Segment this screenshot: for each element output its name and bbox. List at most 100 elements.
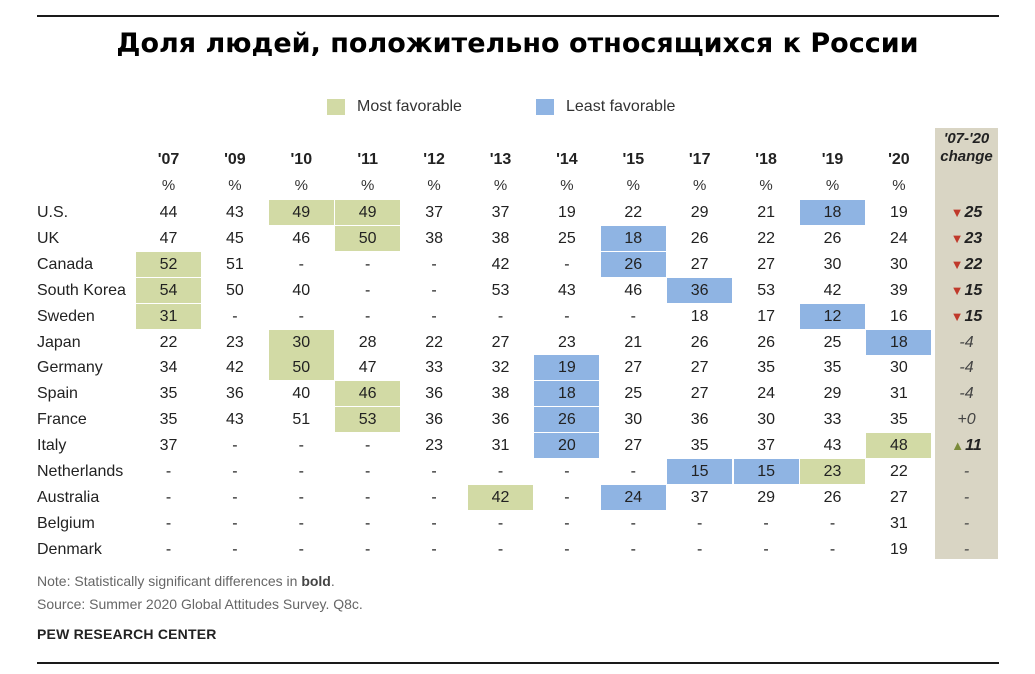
change-cell: -4 xyxy=(935,381,998,406)
table-cell: - xyxy=(165,514,172,532)
column-header: '12 xyxy=(423,151,445,168)
table-cell: 18 xyxy=(690,307,709,325)
table-cell: - xyxy=(497,307,504,325)
table-cell: 35 xyxy=(159,411,178,429)
legend-most-swatch xyxy=(327,99,345,115)
table-cell: 29 xyxy=(757,488,775,506)
table-cell: 42 xyxy=(823,281,842,299)
table-cell: 50 xyxy=(335,225,401,251)
change-cell: ▼15 xyxy=(935,278,998,303)
change-value: 25 xyxy=(964,204,983,221)
table-cell: - xyxy=(431,307,437,325)
organization-label: PEW RESEARCH CENTER xyxy=(37,626,217,642)
table-cell: 42 xyxy=(225,359,244,377)
table-cell: - xyxy=(298,514,304,532)
column-header: '10 xyxy=(290,151,313,168)
table-cell: - xyxy=(232,540,238,558)
table-cell: 29 xyxy=(690,204,709,221)
table-cell: 24 xyxy=(600,484,666,510)
table-cell: - xyxy=(365,514,371,532)
change-cell: ▲11 xyxy=(935,433,998,458)
table-cell: 26 xyxy=(534,407,600,433)
table-cell: 27 xyxy=(624,359,643,377)
table-cell: 38 xyxy=(491,385,510,403)
column-header: '14 xyxy=(556,151,578,168)
table-cell: 19 xyxy=(557,204,576,221)
table-cell: - xyxy=(298,463,304,480)
note-text: Note: Statistically significant differen… xyxy=(37,573,335,589)
table-cell: 28 xyxy=(358,333,377,351)
table-cell: 35 xyxy=(823,359,842,377)
table-cell: 54 xyxy=(136,277,201,303)
change-value: +0 xyxy=(957,411,976,429)
table-cell: - xyxy=(630,514,636,532)
table-cell: 30 xyxy=(889,359,908,377)
table-cell: 33 xyxy=(823,411,842,429)
table-cell: 26 xyxy=(690,333,709,351)
country-label: France xyxy=(37,411,87,429)
country-label: Italy xyxy=(37,437,67,455)
table-cell: 15 xyxy=(667,459,733,484)
table-cell: 42 xyxy=(491,255,510,273)
table-cell: 47 xyxy=(358,359,377,377)
table-cell: 21 xyxy=(757,204,775,221)
table-cell: 27 xyxy=(690,385,709,403)
table-cell: 23 xyxy=(225,333,244,351)
table-cell: 30 xyxy=(624,411,643,429)
table-cell: - xyxy=(697,514,703,532)
table-cell: 35 xyxy=(690,437,709,455)
table-cell: 35 xyxy=(757,359,775,377)
table-cell: 30 xyxy=(889,255,908,273)
change-cell: - xyxy=(935,459,998,484)
legend-most-label: Most favorable xyxy=(357,98,462,115)
change-column-header: '07-'20 change xyxy=(935,130,998,166)
table-cell: 50 xyxy=(268,355,334,381)
table-cell: - xyxy=(165,540,172,558)
change-value: 22 xyxy=(964,255,983,273)
table-cell: 34 xyxy=(159,359,178,377)
change-cell: -4 xyxy=(935,330,998,355)
column-header: '15 xyxy=(622,151,645,168)
table-cell: - xyxy=(564,540,570,558)
change-value: -4 xyxy=(959,333,974,351)
country-label: Germany xyxy=(37,359,103,377)
table-cell: 27 xyxy=(889,488,908,506)
country-label: Spain xyxy=(37,385,78,403)
table-cell: 17 xyxy=(757,307,775,325)
table-cell: - xyxy=(763,514,769,532)
table-cell: - xyxy=(232,437,238,455)
table-cell: 43 xyxy=(225,411,244,429)
unit-label: % xyxy=(626,177,640,194)
table-cell: 18 xyxy=(534,381,600,407)
column-header: '17 xyxy=(688,151,711,168)
table-cell: 22 xyxy=(757,229,775,247)
change-cell: ▼23 xyxy=(935,226,998,251)
note-prefix: Note: Statistically significant differen… xyxy=(37,573,302,589)
table-cell: 40 xyxy=(292,281,311,299)
column-header: '20 xyxy=(888,151,910,168)
table-cell: 31 xyxy=(491,437,510,455)
table-cell: - xyxy=(431,514,437,532)
table-cell: 36 xyxy=(667,277,733,303)
table-cell: 38 xyxy=(491,229,510,247)
table-cell: 22 xyxy=(624,204,643,221)
table-cell: 51 xyxy=(292,411,311,429)
table-cell: 23 xyxy=(800,459,865,484)
table-cell: - xyxy=(497,540,504,558)
table-cell: - xyxy=(365,255,371,273)
table-cell: - xyxy=(232,488,238,506)
table-cell: - xyxy=(365,463,371,480)
change-value: - xyxy=(963,463,970,480)
table-cell: 27 xyxy=(624,437,643,455)
unit-label: % xyxy=(493,177,508,194)
table-cell: 26 xyxy=(690,229,709,247)
down-triangle-icon: ▼ xyxy=(950,256,964,272)
table-cell: 31 xyxy=(889,385,908,403)
note-suffix: . xyxy=(330,573,335,589)
legend-least-swatch xyxy=(536,99,554,115)
table-cell: 35 xyxy=(159,385,178,403)
table-cell: 27 xyxy=(491,333,510,351)
table-cell: 30 xyxy=(757,411,775,429)
change-cell: ▼22 xyxy=(935,252,998,277)
change-cell: ▼15 xyxy=(935,304,998,329)
